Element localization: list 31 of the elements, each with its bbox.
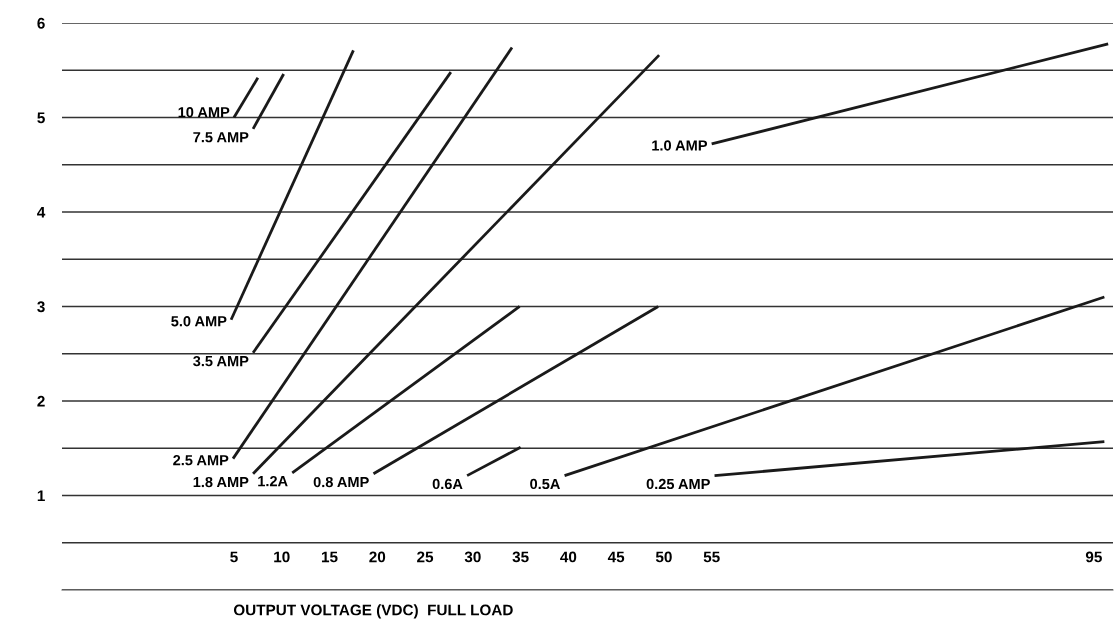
x-tick-label: 50	[655, 551, 672, 563]
y-tick-label: 5	[37, 112, 45, 124]
x-tick-label: 5	[230, 551, 238, 563]
y-tick-label: 4	[37, 207, 46, 218]
series-label: 7.5 AMP	[193, 132, 249, 143]
x-tick-label: 20	[369, 551, 386, 563]
series-label: 0.6A	[432, 478, 463, 490]
series-label: 3.5 AMP	[193, 355, 249, 367]
y-tick-label: 6	[37, 17, 45, 29]
series-label: 2.5 AMP	[173, 454, 229, 466]
x-tick-label: 10	[274, 551, 290, 563]
y-tick-label: 3	[37, 301, 45, 313]
x-tick-label: 95	[1085, 551, 1102, 563]
x-tick-label: 45	[607, 551, 625, 563]
x-tick-label: 55	[703, 551, 720, 563]
series-label: 1.0 AMP	[652, 140, 708, 151]
x-tick-label: 25	[417, 551, 434, 563]
x-axis-title: OUTPUT VOLTAGE (VDC) FULL LOAD	[233, 604, 513, 619]
x-tick-label: 40	[560, 551, 577, 563]
x-tick-label: 15	[321, 551, 338, 563]
y-tick-label: 2	[37, 395, 45, 407]
series-label: 1.8 AMP	[193, 476, 249, 488]
x-tick-label: 35	[512, 551, 529, 563]
y-tick-label: 1	[37, 490, 45, 502]
series-label: 10 AMP	[178, 107, 230, 118]
series-label: 0.25 AMP	[646, 478, 710, 490]
x-tick-label: 30	[464, 551, 481, 563]
series-label: 1.2A	[258, 475, 288, 487]
series-label: 0.8 AMP	[313, 476, 369, 488]
series-label: 0.5A	[530, 478, 560, 490]
series-label: 5.0 AMP	[171, 316, 227, 327]
